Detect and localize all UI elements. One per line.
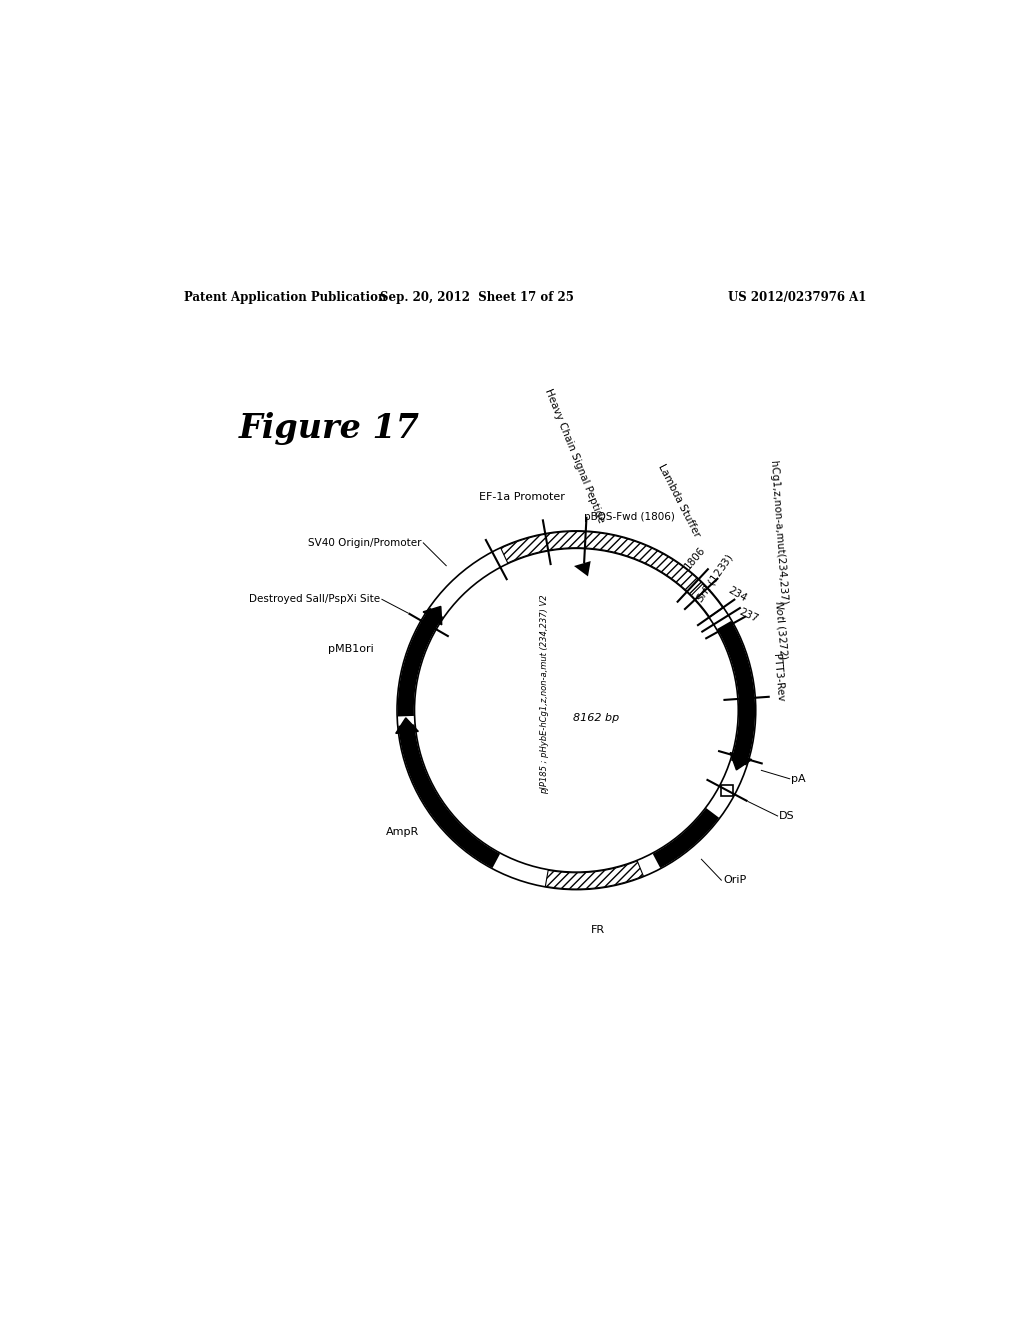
Text: Heavy Chain Signal Peptide: Heavy Chain Signal Peptide bbox=[543, 388, 605, 525]
Polygon shape bbox=[395, 718, 419, 734]
Text: DS: DS bbox=[779, 810, 795, 821]
Polygon shape bbox=[717, 620, 755, 766]
Text: pBOS-Fwd (1806): pBOS-Fwd (1806) bbox=[584, 512, 675, 523]
Polygon shape bbox=[652, 808, 719, 869]
Text: AmpR: AmpR bbox=[386, 826, 420, 837]
Text: Figure 17: Figure 17 bbox=[240, 412, 420, 445]
Text: 1806: 1806 bbox=[683, 545, 708, 572]
Bar bbox=[722, 785, 732, 796]
Text: $\it{Not}$I (3272): $\it{Not}$I (3272) bbox=[772, 601, 790, 661]
Text: 237: 237 bbox=[737, 607, 760, 624]
Polygon shape bbox=[730, 752, 752, 770]
Text: Sep. 20, 2012  Sheet 17 of 25: Sep. 20, 2012 Sheet 17 of 25 bbox=[380, 292, 574, 304]
Text: 234: 234 bbox=[726, 585, 749, 605]
Text: pJP185 ; pHybE-hCg1,z,non-a,mut (234,237) V2: pJP185 ; pHybE-hCg1,z,non-a,mut (234,237… bbox=[540, 594, 549, 795]
Polygon shape bbox=[501, 532, 702, 595]
Polygon shape bbox=[546, 861, 643, 888]
Text: US 2012/0237976 A1: US 2012/0237976 A1 bbox=[728, 292, 866, 304]
Text: PTT3-Rev: PTT3-Rev bbox=[771, 653, 785, 702]
Polygon shape bbox=[397, 607, 443, 717]
Polygon shape bbox=[546, 532, 586, 550]
Polygon shape bbox=[423, 606, 441, 624]
Text: Patent Application Publication: Patent Application Publication bbox=[183, 292, 386, 304]
Text: $\it{Srf}$I (1233): $\it{Srf}$I (1233) bbox=[693, 552, 736, 605]
Polygon shape bbox=[398, 725, 500, 869]
Text: SV40 Origin/Promoter: SV40 Origin/Promoter bbox=[308, 537, 422, 548]
Text: Lambda Stuffer: Lambda Stuffer bbox=[656, 463, 702, 540]
Polygon shape bbox=[585, 532, 723, 616]
Text: pA: pA bbox=[792, 774, 806, 784]
Text: FR: FR bbox=[591, 925, 605, 935]
Text: hCg1,z,non-a,mut(234,237): hCg1,z,non-a,mut(234,237) bbox=[768, 461, 788, 606]
Text: Destroyed SalI/PspXi Site: Destroyed SalI/PspXi Site bbox=[249, 594, 380, 605]
Text: EF-1a Promoter: EF-1a Promoter bbox=[479, 492, 565, 502]
Text: 8162 bp: 8162 bp bbox=[573, 713, 620, 723]
Text: OriP: OriP bbox=[723, 875, 746, 886]
Text: pMB1ori: pMB1ori bbox=[328, 644, 374, 655]
